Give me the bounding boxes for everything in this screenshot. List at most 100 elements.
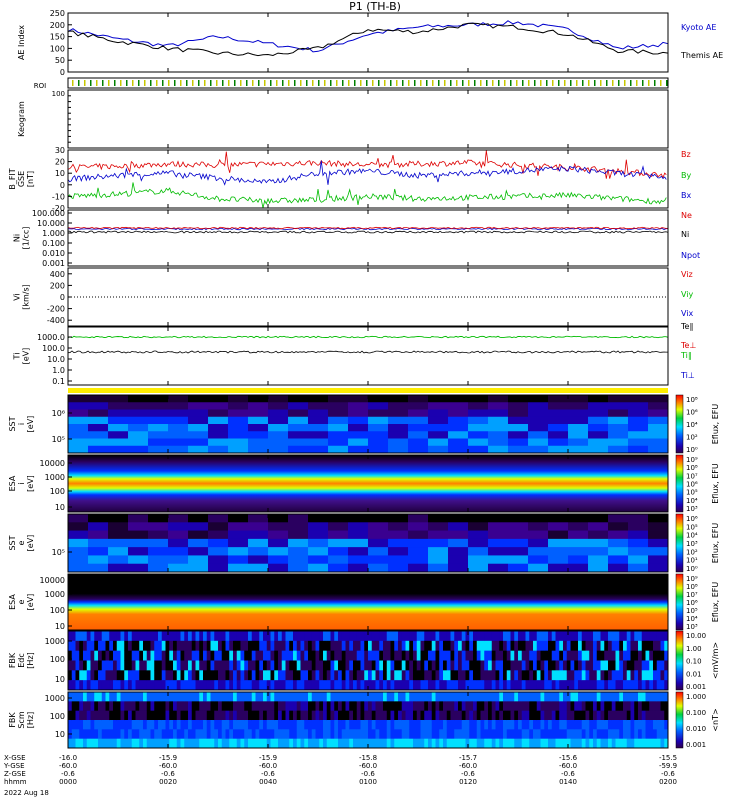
spectrogram-cell [353, 670, 358, 681]
spectrogram-cell [348, 438, 369, 447]
spectrogram-cell [348, 514, 369, 523]
spectrogram-cell [308, 514, 329, 523]
footer-tick-y: -59.9 [659, 762, 677, 770]
spectrogram-cell [109, 670, 114, 681]
spectrogram-cell [75, 680, 80, 691]
spectrogram-cell [588, 547, 609, 556]
spectrogram-cell [360, 738, 365, 749]
spectrogram-cell [79, 738, 84, 749]
spectrogram-cell [150, 670, 155, 681]
spectrogram-cell [296, 710, 301, 721]
spectrogram-cell [143, 720, 148, 730]
spectrogram-cell [308, 631, 313, 642]
spectrogram-cell [304, 660, 309, 671]
spectrogram-cell [101, 720, 106, 730]
spectrogram-cell [338, 640, 343, 651]
spectrogram-cell [608, 701, 613, 711]
spectrogram-cell [188, 431, 209, 439]
spectrogram-cell [450, 729, 455, 739]
spectrogram-cell [533, 650, 538, 661]
spectrogram-cell [176, 729, 181, 739]
spectrogram-cell [628, 514, 649, 523]
spectrogram-cell [408, 431, 429, 439]
spectrogram-cell [255, 729, 260, 739]
spectrogram-cell [311, 640, 316, 651]
spectrogram-cell [458, 650, 463, 661]
spectrogram-cell [255, 680, 260, 691]
spectrogram-cell [435, 660, 440, 671]
spectrogram-cell [428, 650, 433, 661]
spectrogram-cell [281, 710, 286, 721]
spectrogram-cell [619, 650, 624, 661]
spectrogram-cell [468, 438, 489, 447]
spectrogram-cell [143, 692, 148, 702]
spectrogram-cell [461, 710, 466, 721]
spectrogram-cell [533, 720, 538, 730]
spectrogram-cell [228, 538, 249, 548]
spectrogram-cell [191, 720, 196, 730]
spectrogram-cell [443, 720, 448, 730]
roi-mark [126, 80, 128, 86]
spectrogram-cell [488, 729, 493, 739]
spectrogram-cell [165, 729, 170, 739]
spectrogram-cell [570, 692, 575, 702]
spectrogram-cell [634, 710, 639, 721]
spectrogram-cell [428, 445, 449, 454]
spectrogram-cell [568, 563, 589, 573]
spectrogram-cell [386, 692, 391, 702]
spectrogram-cell [206, 710, 211, 721]
roi-mark [210, 80, 212, 86]
spectrogram-cell [131, 670, 136, 681]
spectrogram-cell [135, 710, 140, 721]
roi-mark [324, 80, 326, 86]
spectrogram-cell [608, 710, 613, 721]
spectrogram-cell [208, 522, 229, 531]
spectrogram-cell [251, 729, 256, 739]
spectrogram-cell [611, 738, 616, 749]
spectrogram-cell [469, 692, 474, 702]
spectrogram-cell [588, 445, 609, 454]
spectrogram-cell [229, 660, 234, 671]
spectrogram-cell [529, 692, 534, 702]
spectrogram-cell [311, 660, 316, 671]
spectrogram-cell [259, 701, 264, 711]
spectrogram-cell [536, 680, 541, 691]
spectrogram-cell [304, 680, 309, 691]
spectrogram-cell [188, 670, 193, 681]
spectrogram-cell [94, 660, 99, 671]
spectrogram-cell [416, 710, 421, 721]
legend-Ne: Ne [681, 211, 692, 220]
spectrogram-cell [420, 670, 425, 681]
spectrogram-cell [218, 660, 223, 671]
roi-mark [300, 80, 302, 86]
spectrogram-cell [308, 438, 329, 447]
spectrogram-cell [188, 555, 209, 565]
spectrogram-cell [364, 729, 369, 739]
spectrogram-cell [401, 692, 406, 702]
spectrogram-cell [578, 631, 583, 642]
spectrogram-cell [263, 692, 268, 702]
spectrogram-cell [548, 409, 569, 418]
spectrogram-cell [559, 640, 564, 651]
spectrogram-cell [356, 660, 361, 671]
spectrogram-cell [285, 660, 290, 671]
spectrogram-cell [458, 729, 463, 739]
spectrogram-cell [506, 670, 511, 681]
spectrogram-cell [268, 555, 289, 565]
spectrogram-cell [348, 445, 369, 454]
spectrogram-cell [656, 660, 661, 671]
spectrogram-cell [206, 670, 211, 681]
spectrogram-cell [206, 631, 211, 642]
spectrogram-cell [596, 650, 601, 661]
spectrogram-cell [401, 680, 406, 691]
spectrogram-cell [168, 563, 189, 573]
spectrogram-cell [184, 710, 189, 721]
spectrogram-cell [281, 670, 286, 681]
spectrogram-cell [439, 710, 444, 721]
spectrogram-cell [623, 680, 628, 691]
spectrogram-cell [348, 395, 369, 403]
spectrogram-cell [645, 650, 650, 661]
spectrogram-cell [288, 402, 309, 410]
colorbar-2 [675, 513, 684, 573]
spectrogram-cell [495, 720, 500, 730]
